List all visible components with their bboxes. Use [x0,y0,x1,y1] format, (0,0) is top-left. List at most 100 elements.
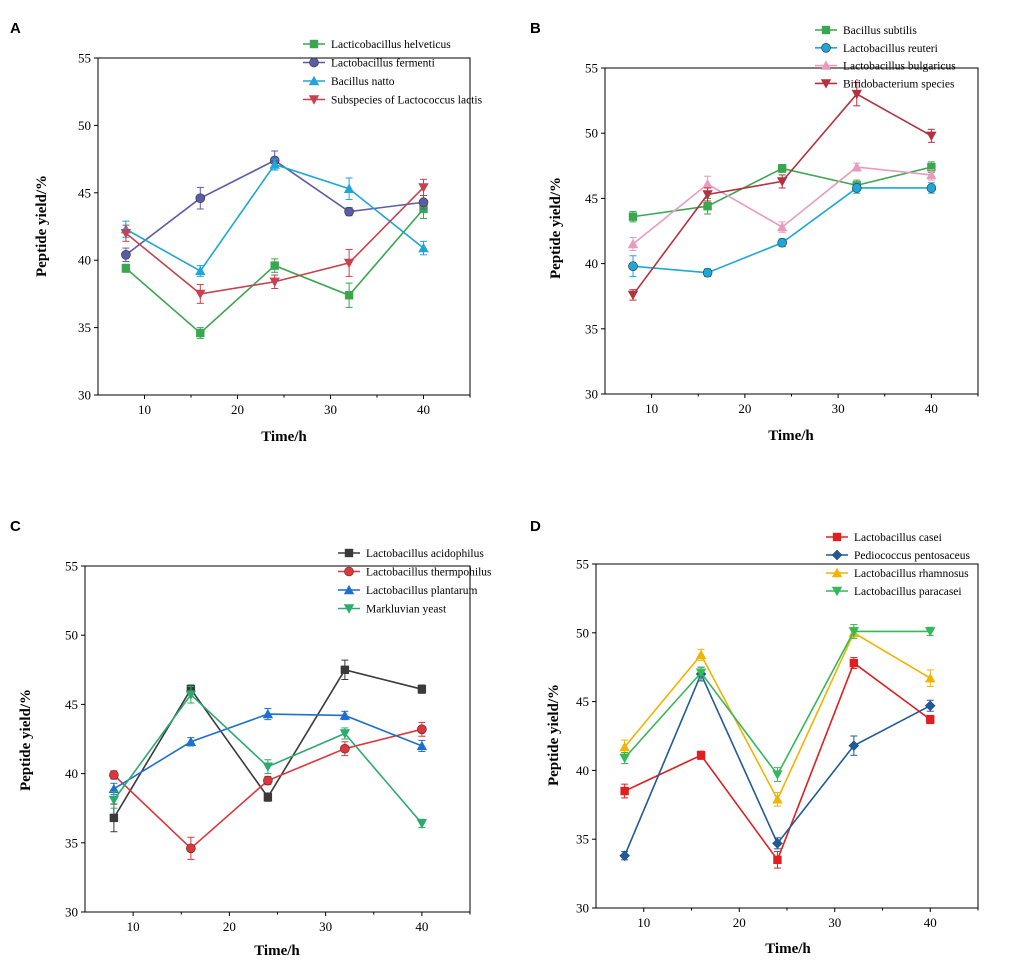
legend-label-d-2: Pediococcus pentosaceus [854,550,970,562]
data-point-d-4 [925,627,936,637]
x-tick-label-a: 40 [417,402,430,417]
data-point-b-2 [851,183,862,193]
y-tick-label-d: 30 [576,901,589,916]
data-point-c-4 [339,729,351,739]
data-point-b-4 [702,190,713,200]
data-point-b-1 [777,164,787,173]
legend-marker-c-1 [344,548,354,558]
data-point-c-1 [340,665,350,674]
data-point-b-2 [777,237,787,248]
y-tick-label-c: 30 [65,905,78,920]
series-line-b-4 [632,93,932,296]
y-tick-label-d: 40 [576,763,589,778]
y-tick-label-c: 55 [65,559,78,574]
data-point-c-4 [416,819,428,829]
legend-marker-c-3 [343,584,355,595]
data-point-b-4 [851,89,862,100]
x-tick-label-c: 30 [319,919,332,934]
panel-letter-a: A [10,20,21,37]
data-point-c-4 [262,762,274,772]
y-axis-title-a: Peptide yield/% [34,175,50,277]
data-point-c-2 [109,770,119,780]
data-point-d-3 [695,649,707,660]
legend-label-c-4: Markluvian yeast [366,604,447,616]
data-point-c-4 [185,690,197,700]
y-tick-label-c: 35 [65,835,78,850]
data-point-a-3 [418,242,429,253]
x-tick-label-b: 30 [832,401,845,416]
series-line-d-2 [623,672,931,857]
data-point-d-1 [849,658,859,668]
data-point-d-1 [773,855,782,865]
data-point-a-3 [343,183,355,193]
axes-d: 30 35 40 45 50 55 10 20 30 40 Lactobacillus casei P… [576,532,979,930]
series-line-a-2 [125,159,424,256]
x-tick-label-a: 10 [138,402,151,417]
x-axis-title-d: Time/h [765,941,811,957]
data-point-b-2 [702,267,713,278]
y-tick-label-d: 55 [576,557,589,572]
y-tick-label-b: 50 [585,126,598,141]
data-point-c-4 [108,795,120,806]
legend-label-d-3: Lactobacillus rhamnosus [854,568,969,580]
data-point-a-1 [344,291,354,300]
data-point-a-2 [121,250,131,260]
axes-c: 30 35 40 45 50 55 10 20 30 40 Lactobacillus acidop… [65,548,492,934]
data-point-a-4 [418,183,429,193]
x-tick-label-a: 20 [231,402,244,417]
legend-marker-b-2 [821,42,831,53]
data-point-d-4 [772,770,783,780]
x-tick-label-a: 30 [324,402,337,417]
y-tick-label-b: 30 [585,387,598,402]
panel-d: D 30 35 40 45 50 55 10 20 30 40 Lactobacillus case… [530,518,979,957]
panel-c: C 30 35 40 45 50 55 10 20 30 40 Lactobacillus acid… [10,518,492,959]
x-axis-title-b: Time/h [768,428,814,444]
legend-label-c-3: Lactobacillus plantarum [366,585,478,597]
data-point-a-3 [269,159,280,169]
y-tick-label-a: 35 [78,320,91,335]
x-tick-label-d: 10 [637,915,650,930]
y-tick-label-a: 50 [78,118,91,133]
data-point-c-3 [262,708,274,719]
data-point-c-2 [263,775,273,786]
data-point-b-3 [702,178,713,189]
data-point-d-1 [696,751,706,760]
x-tick-label-c: 40 [415,919,428,934]
x-tick-label-c: 20 [223,919,236,934]
data-point-c-1 [263,792,273,802]
legend-marker-b-4 [820,79,832,89]
y-tick-label-b: 40 [585,256,598,271]
series-line-a-3 [125,163,424,273]
data-point-a-2 [418,197,429,208]
y-tick-label-a: 55 [78,51,91,66]
x-axis-title-a: Time/h [261,429,307,445]
data-point-d-3 [772,794,783,804]
data-point-a-4 [120,229,132,239]
series-line-d-4 [624,630,931,777]
data-point-b-4 [776,177,788,187]
y-axis-title-b: Peptide yield/% [548,177,564,279]
data-point-d-4 [848,627,860,637]
y-axis-title-d: Peptide yield/% [546,684,562,786]
y-tick-label-a: 40 [78,253,91,268]
panel-letter-b: B [530,20,541,37]
y-tick-label-a: 30 [78,388,91,403]
data-point-b-2 [926,183,937,193]
y-tick-label-c: 50 [65,628,78,643]
data-point-c-3 [416,740,428,751]
legend-label-a-1: Lacticobacillus helveticus [331,39,451,51]
y-tick-label-c: 45 [65,697,78,712]
y-tick-label-b: 55 [585,61,598,76]
data-point-c-2 [340,743,350,754]
data-point-a-1 [121,264,131,273]
data-point-b-4 [627,290,639,301]
data-point-a-2 [195,193,206,203]
y-tick-label-b: 45 [585,191,598,206]
x-tick-label-b: 10 [645,401,658,416]
data-point-b-1 [628,212,638,221]
legend-label-d-4: Lactobacillus paracasei [854,586,962,598]
legend-label-a-3: Bacillus natto [331,76,395,88]
plot-frame-b [604,67,979,395]
data-point-a-4 [343,258,355,269]
